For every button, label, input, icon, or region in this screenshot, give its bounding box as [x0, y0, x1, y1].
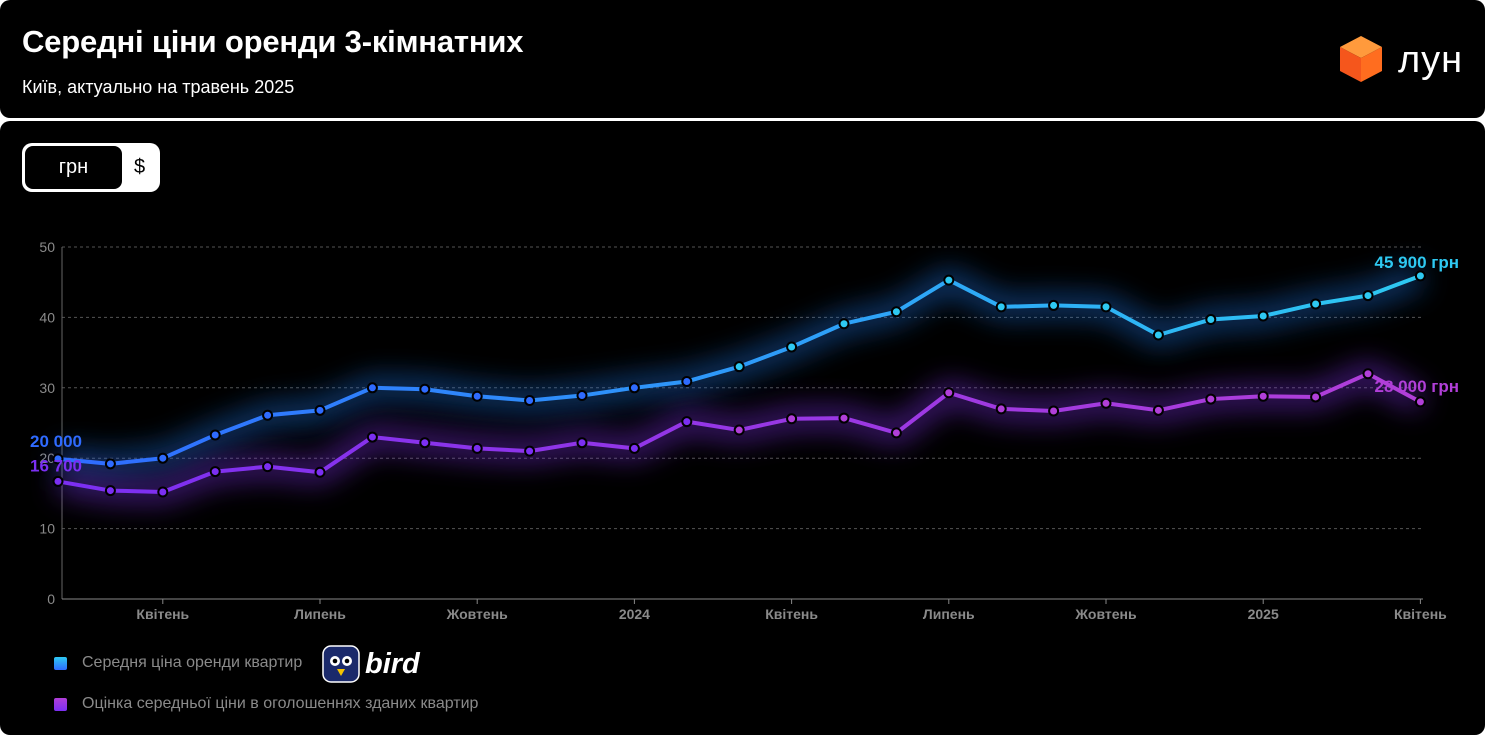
x-tick-label: 2024: [619, 606, 650, 622]
data-point: [209, 466, 221, 478]
legend-label: Середня ціна оренди квартир: [82, 654, 303, 671]
data-point: [52, 453, 64, 465]
data-point: [1414, 396, 1426, 408]
data-point: [1152, 329, 1164, 341]
data-point: [52, 475, 64, 487]
data-point: [576, 437, 588, 449]
data-point: [1205, 393, 1217, 405]
data-point: [314, 404, 326, 416]
data-point: [943, 274, 955, 286]
y-tick-label: 30: [39, 380, 55, 396]
data-point: [262, 409, 274, 421]
header-panel: [0, 0, 1485, 118]
data-point: [262, 461, 274, 473]
series-glow: [56, 265, 1426, 503]
data-point: [681, 416, 693, 428]
legend-item-listing-estimate[interactable]: Оцінка середньої ціни в оголошеннях здан…: [54, 695, 478, 713]
data-point: [1310, 391, 1322, 403]
data-point: [1048, 299, 1060, 311]
data-point: [576, 390, 588, 402]
data-point: [419, 437, 431, 449]
data-point: [104, 485, 116, 497]
start-value-label: 20 000: [30, 432, 82, 451]
data-point: [628, 442, 640, 454]
orange-cube-icon: [1340, 36, 1382, 82]
x-tick-label: Липень: [294, 606, 346, 622]
data-point: [838, 318, 850, 330]
y-tick-label: 10: [39, 521, 55, 537]
data-point: [1152, 404, 1164, 416]
data-point: [1100, 301, 1112, 313]
data-point: [733, 361, 745, 373]
data-point: [209, 429, 221, 441]
legend-label: Оцінка середньої ціни в оголошеннях здан…: [82, 695, 479, 712]
data-point: [1048, 405, 1060, 417]
data-point: [157, 486, 169, 498]
data-point: [786, 341, 798, 353]
data-point: [366, 431, 378, 443]
data-point: [890, 306, 902, 318]
end-value-label: 28 000 грн: [1375, 377, 1459, 396]
axes: 0 10 20 30 40 50 Квітень Липень Жовтень 2024 Квіте…: [39, 239, 1447, 622]
currency-uah-button[interactable]: грн: [25, 146, 122, 189]
legend-swatch-purple: [54, 697, 67, 711]
data-point: [1257, 310, 1269, 322]
series-lines: [52, 270, 1426, 498]
data-point: [1257, 390, 1269, 402]
lun-logo[interactable]: лун: [1338, 34, 1468, 86]
data-point: [366, 382, 378, 394]
data-point: [104, 458, 116, 470]
y-tick-label: 20: [39, 450, 55, 466]
currency-toggle[interactable]: грн $: [22, 143, 160, 192]
series-labels: 20 000 45 900 грн 16 700 28 000 грн: [30, 253, 1459, 476]
legend-swatch-blue: [54, 656, 67, 670]
data-point: [1205, 314, 1217, 326]
data-point: [681, 375, 693, 387]
page-title: Середні ціни оренди 3-кімнатних: [22, 24, 524, 59]
data-point: [1100, 397, 1112, 409]
x-tick-label: Жовтень: [1074, 606, 1137, 622]
x-tick-label: Квітень: [765, 606, 818, 622]
end-value-label: 45 900 грн: [1375, 253, 1459, 272]
start-value-label: 16 700: [30, 456, 82, 475]
data-point: [1362, 368, 1374, 380]
data-point: [1362, 290, 1374, 302]
data-point: [1414, 270, 1426, 282]
x-tick-label: 2025: [1248, 606, 1279, 622]
x-tick-label: Липень: [923, 606, 975, 622]
data-point: [471, 442, 483, 454]
y-tick-label: 0: [47, 591, 55, 607]
data-point: [890, 427, 902, 439]
legend-item-avg-rent[interactable]: Середня ціна оренди квартир: [54, 654, 302, 672]
data-point: [733, 424, 745, 436]
x-tick-label: Квітень: [136, 606, 189, 622]
bird-icon: [322, 645, 360, 683]
data-point: [157, 452, 169, 464]
data-point: [524, 445, 536, 457]
data-point: [995, 301, 1007, 313]
page-subtitle: Київ, актуально на травень 2025: [22, 77, 295, 97]
data-point: [1310, 298, 1322, 310]
data-point: [628, 382, 640, 394]
x-tick-label: Квітень: [1394, 606, 1447, 622]
data-point: [419, 383, 431, 395]
data-point: [471, 390, 483, 402]
y-tick-label: 50: [39, 239, 55, 255]
data-point: [786, 413, 798, 425]
bird-badge[interactable]: bird: [322, 644, 432, 684]
y-tick-label: 40: [39, 309, 55, 325]
data-point: [314, 466, 326, 478]
bird-text: bird: [365, 648, 420, 680]
data-point: [995, 403, 1007, 415]
data-point: [838, 412, 850, 424]
logo-text: лун: [1398, 39, 1464, 81]
data-point: [524, 394, 536, 406]
x-tick-label: Жовтень: [446, 606, 509, 622]
data-point: [943, 387, 955, 399]
currency-usd-button[interactable]: $: [122, 146, 157, 189]
